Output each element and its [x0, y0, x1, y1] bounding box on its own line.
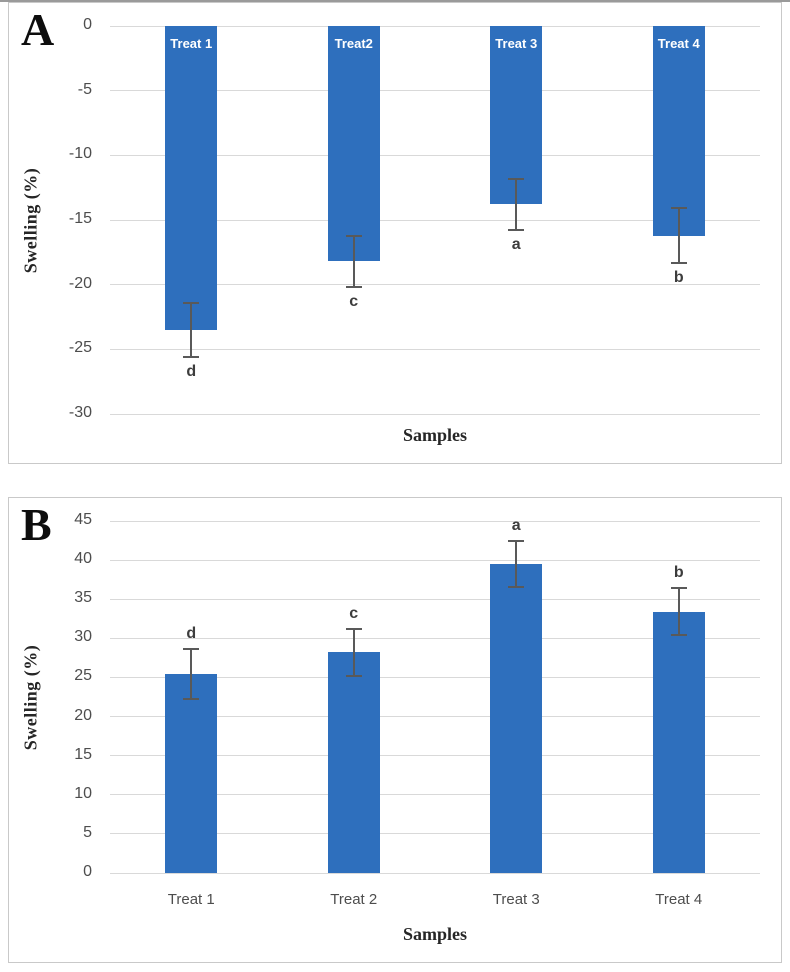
error-bar-line — [352, 628, 355, 676]
bar-treat-4 — [652, 26, 705, 236]
x-axis-title-b: Samples — [402, 924, 467, 944]
ytick-label-10: 10 — [74, 784, 92, 802]
panel-a-label: A — [21, 4, 55, 55]
chart-a-plot-area: 0 -5 -10 -15 -20 -25 -30 d Treat 1 c Treat2 a Treat … — [69, 16, 760, 421]
bar-treat-1 — [165, 674, 218, 873]
ytick-label--30: -30 — [68, 404, 92, 421]
sig-letter-a: a — [511, 516, 521, 534]
error-bar-line — [677, 208, 680, 263]
xtick-label-3: Treat 3 — [492, 891, 540, 908]
gridline-y-5 — [110, 90, 760, 92]
ytick-label--5: -5 — [77, 80, 92, 98]
sig-letter-d: d — [186, 363, 197, 381]
error-bar-line — [515, 178, 518, 231]
gridline-y-25 — [110, 348, 760, 350]
error-bar-cap-bottom — [183, 698, 200, 701]
error-bar-cap-bottom — [508, 586, 525, 589]
error-bar-cap-top — [670, 587, 687, 590]
gridline-y-20 — [110, 284, 760, 286]
chart-b-plot-area: 45 40 35 30 25 20 15 10 5 0 d Treat 1 c Treat 2 a Treat… — [74, 511, 760, 908]
ytick-label-35: 35 — [74, 589, 92, 607]
sig-letter-c: c — [349, 293, 359, 311]
panel-b-label: B — [21, 499, 52, 550]
gridline-y-10 — [110, 154, 760, 156]
ytick-label-15: 15 — [74, 745, 92, 763]
gridline-y15 — [110, 755, 760, 757]
ytick-label-5: 5 — [83, 823, 92, 841]
x-axis-title-a: Samples — [402, 425, 467, 445]
gridline-y20 — [110, 716, 760, 718]
xtick-label-1: Treat 1 — [167, 891, 215, 908]
ytick-label-0: 0 — [83, 863, 92, 880]
ytick-label--25: -25 — [68, 339, 92, 357]
bar-treat-2 — [327, 652, 380, 873]
error-bar-cap-top — [183, 301, 200, 304]
chart-panel-a: A Swelling (%) 0 -5 -10 -15 -20 -25 -30 d Treat … — [8, 2, 782, 464]
gridline-y5 — [110, 833, 760, 835]
xtick-label-2: Treat 2 — [330, 891, 378, 908]
error-bar-line — [190, 649, 193, 700]
error-bar-cap-bottom — [345, 286, 362, 289]
gridline-y0 — [110, 872, 760, 874]
gridline-y45 — [110, 520, 760, 522]
gridline-y40 — [110, 559, 760, 561]
bar-category-label: Treat2 — [334, 36, 373, 51]
gridline-y-15 — [110, 219, 760, 221]
ytick-label-45: 45 — [74, 511, 92, 528]
ytick-label--20: -20 — [68, 274, 92, 292]
bar-treat-3 — [490, 26, 543, 205]
ytick-label--15: -15 — [68, 210, 92, 227]
error-bar-cap-top — [670, 207, 687, 210]
gridline-y10 — [110, 794, 760, 796]
bar-category-label: Treat 1 — [170, 36, 213, 51]
bar-treat-1 — [165, 26, 218, 330]
gridline-y25 — [110, 676, 760, 678]
error-bar-cap-top — [508, 177, 525, 180]
ytick-label-40: 40 — [74, 550, 92, 568]
ytick-label-20: 20 — [74, 706, 92, 724]
bar-category-label: Treat 3 — [495, 36, 538, 51]
sig-letter-b: b — [673, 564, 684, 582]
sig-letter-c: c — [349, 604, 359, 622]
sig-letter-d: d — [186, 625, 197, 643]
ytick-label-30: 30 — [74, 628, 92, 646]
y-axis-title-b: Swelling (%) — [20, 644, 41, 751]
error-bar-line — [515, 540, 518, 588]
bar-category-label: Treat 4 — [657, 36, 700, 51]
sig-letter-a: a — [511, 236, 521, 254]
figure-top-border — [0, 0, 790, 2]
bar-treat-4 — [652, 611, 705, 873]
gridline-y30 — [110, 637, 760, 639]
error-bar-cap-top — [183, 648, 200, 651]
bar-treat2 — [327, 26, 380, 262]
bar-treat-3 — [490, 564, 543, 873]
ytick-label--10: -10 — [68, 145, 92, 163]
error-bar-line — [677, 588, 680, 636]
error-bar-cap-top — [508, 539, 525, 542]
error-bar-cap-top — [345, 234, 362, 237]
ytick-label-25: 25 — [74, 667, 92, 685]
error-bar-cap-bottom — [508, 229, 525, 232]
y-axis-title-a: Swelling (%) — [20, 167, 41, 274]
error-bar-cap-bottom — [345, 674, 362, 677]
error-bar-cap-bottom — [183, 356, 200, 359]
error-bar-cap-bottom — [670, 261, 687, 264]
error-bar-cap-top — [345, 627, 362, 630]
error-bar-line — [190, 302, 193, 358]
gridline-y0 — [110, 25, 760, 27]
xtick-label-4: Treat 4 — [655, 891, 703, 908]
error-bar-line — [352, 235, 355, 288]
sig-letter-b: b — [673, 268, 684, 286]
chart-panel-b: B Swelling (%) 45 40 35 30 25 20 15 10 5 0 d Treat … — [8, 497, 782, 963]
ytick-label-0: 0 — [83, 16, 92, 33]
error-bar-cap-bottom — [670, 634, 687, 637]
gridline-y-30 — [110, 413, 760, 415]
gridline-y35 — [110, 598, 760, 600]
